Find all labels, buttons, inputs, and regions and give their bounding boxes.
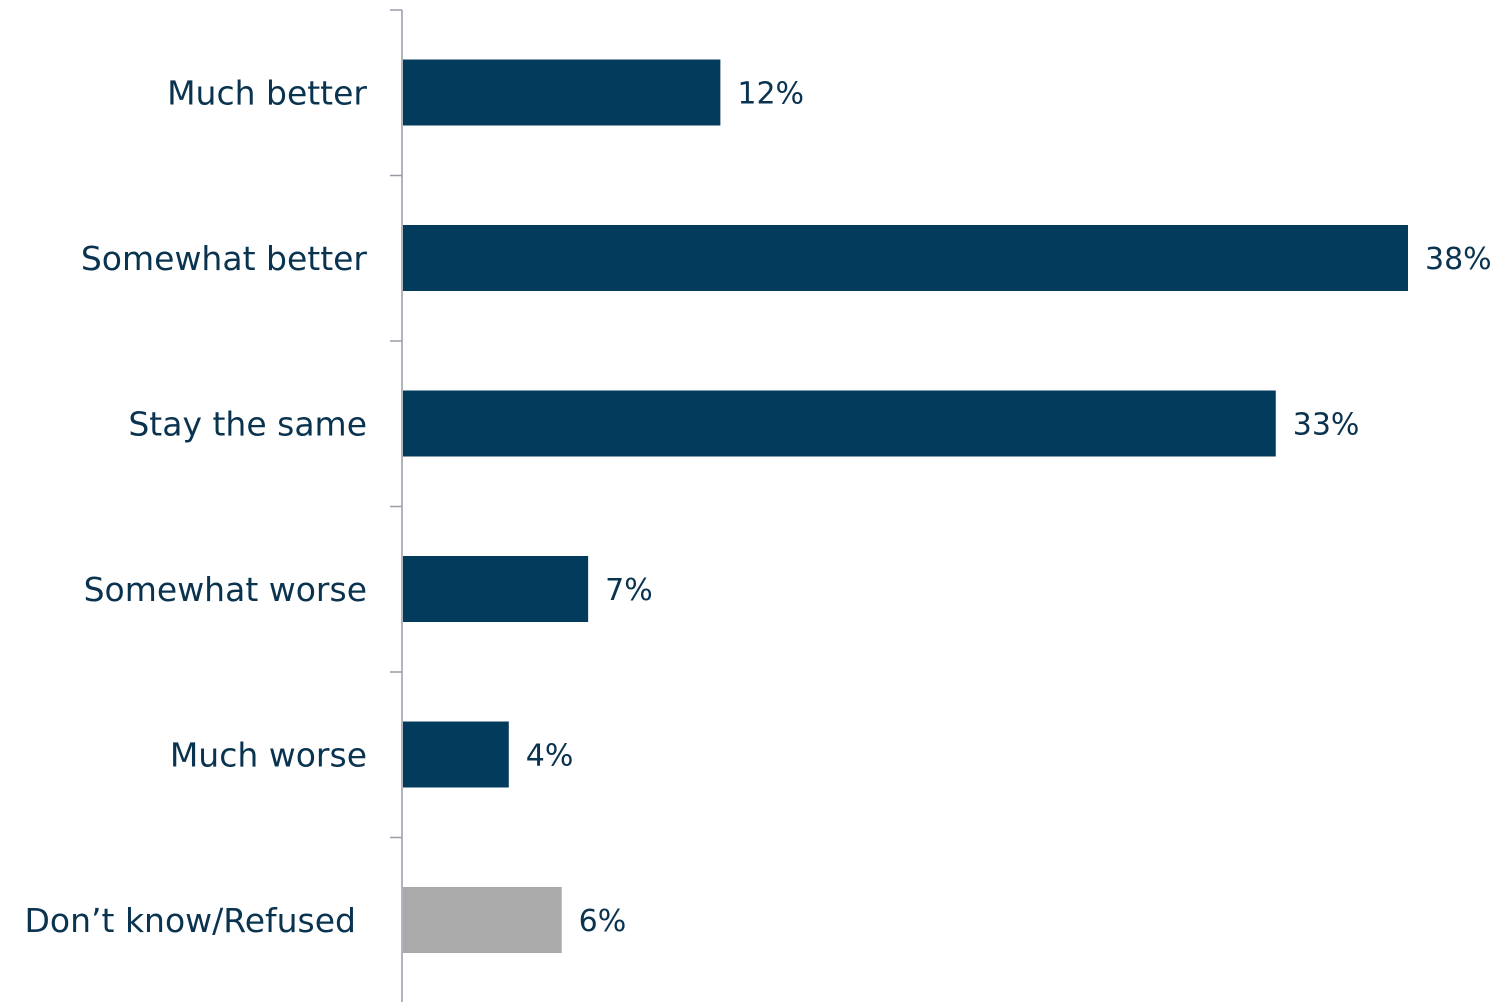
value-label: 6% [579, 904, 627, 939]
category-label: Much worse [170, 736, 367, 775]
value-label: 7% [605, 573, 653, 608]
value-label: 4% [526, 739, 574, 774]
bar [403, 887, 562, 953]
bar [403, 721, 509, 788]
category-label: Don’t know/Refused [25, 901, 356, 940]
category-label: Somewhat better [81, 239, 368, 278]
value-label: 38% [1425, 242, 1492, 277]
value-labels: 12% 38% 33% 7% 4% 6% [526, 77, 1492, 940]
bar [403, 225, 1408, 291]
bar [403, 59, 721, 126]
value-label: 12% [737, 77, 804, 112]
bar [403, 556, 589, 622]
value-label: 33% [1293, 408, 1360, 443]
category-label: Much better [167, 74, 367, 113]
bars [403, 59, 1408, 953]
category-labels: Much better Somewhat better Stay the same S… [25, 74, 368, 941]
category-label: Stay the same [128, 405, 367, 444]
y-axis [390, 9, 403, 1002]
category-label: Somewhat worse [84, 570, 367, 609]
bar [403, 390, 1276, 457]
